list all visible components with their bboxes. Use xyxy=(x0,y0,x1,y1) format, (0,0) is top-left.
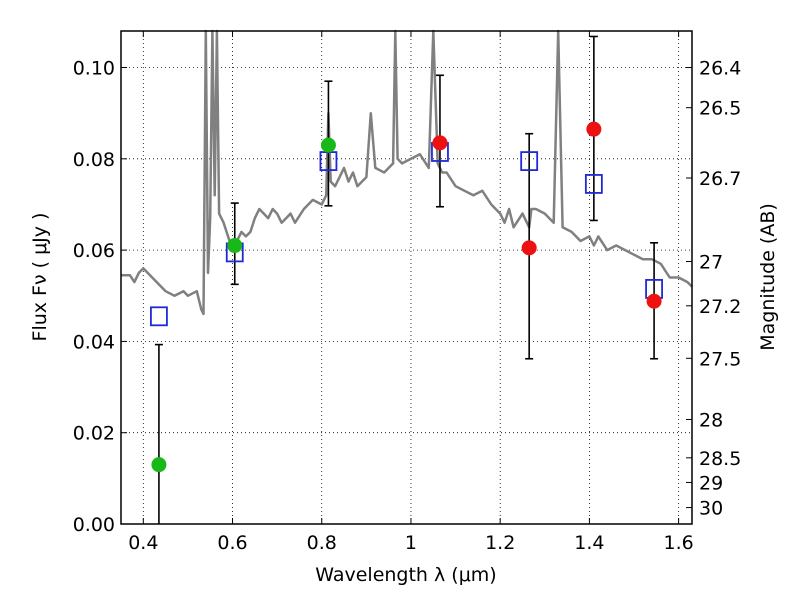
y-tick-label: 0.02 xyxy=(73,423,115,445)
axes: 0.4 0.6 0.8 1 1.2 1.4 1.6 0.00 0.02 0.04 0.06 0.08 0… xyxy=(73,31,741,554)
mag-tick-label: 26.4 xyxy=(699,58,741,80)
x-tick-label: 0.6 xyxy=(217,532,247,554)
observed-flux-point xyxy=(586,121,602,137)
x-tick-label: 1.4 xyxy=(574,532,604,554)
plot-frame xyxy=(120,30,693,525)
observed-flux-point xyxy=(646,293,662,309)
mag-tick-label: 28.5 xyxy=(699,448,741,470)
x-tick-label: 1.2 xyxy=(485,532,515,554)
x-tick-label: 1 xyxy=(405,532,417,554)
y-tick-label: 0.00 xyxy=(73,514,115,536)
mag-tick-label: 27.2 xyxy=(699,296,741,318)
mag-tick-label: 30 xyxy=(699,498,723,520)
observed-flux-point xyxy=(521,240,537,256)
observed-flux-point xyxy=(151,457,167,473)
mag-tick-label: 26.7 xyxy=(699,168,741,190)
y-axis-title: Flux Fν ( μJy ) xyxy=(29,213,51,342)
x-tick-label: 1.6 xyxy=(664,532,694,554)
observed-flux-point xyxy=(432,135,448,151)
mag-tick-label: 26.5 xyxy=(699,98,741,120)
right-axis-title: Magnitude (AB) xyxy=(757,203,779,351)
x-tick-label: 0.4 xyxy=(128,532,158,554)
mag-tick-label: 28 xyxy=(699,409,723,431)
y-tick-label: 0.10 xyxy=(73,58,115,80)
model-flux-square xyxy=(520,151,539,171)
plot-series xyxy=(121,29,693,316)
error-bars xyxy=(154,35,659,524)
x-axis-title: Wavelength λ (μm) xyxy=(315,564,496,586)
data-markers xyxy=(150,121,663,473)
y-tick-label: 0.08 xyxy=(73,149,115,171)
model-spectrum-line xyxy=(121,29,693,316)
y-tick-label: 0.06 xyxy=(73,240,115,262)
y-tick-label: 0.04 xyxy=(73,331,115,353)
model-flux-square xyxy=(150,306,168,327)
mag-tick-label: 27.5 xyxy=(699,348,741,370)
mag-tick-label: 29 xyxy=(699,472,723,494)
x-tick-label: 0.8 xyxy=(307,532,337,554)
observed-flux-point xyxy=(320,137,336,153)
mag-tick-label: 27 xyxy=(699,252,723,274)
model-flux-square xyxy=(584,174,603,194)
observed-flux-point xyxy=(227,238,243,254)
